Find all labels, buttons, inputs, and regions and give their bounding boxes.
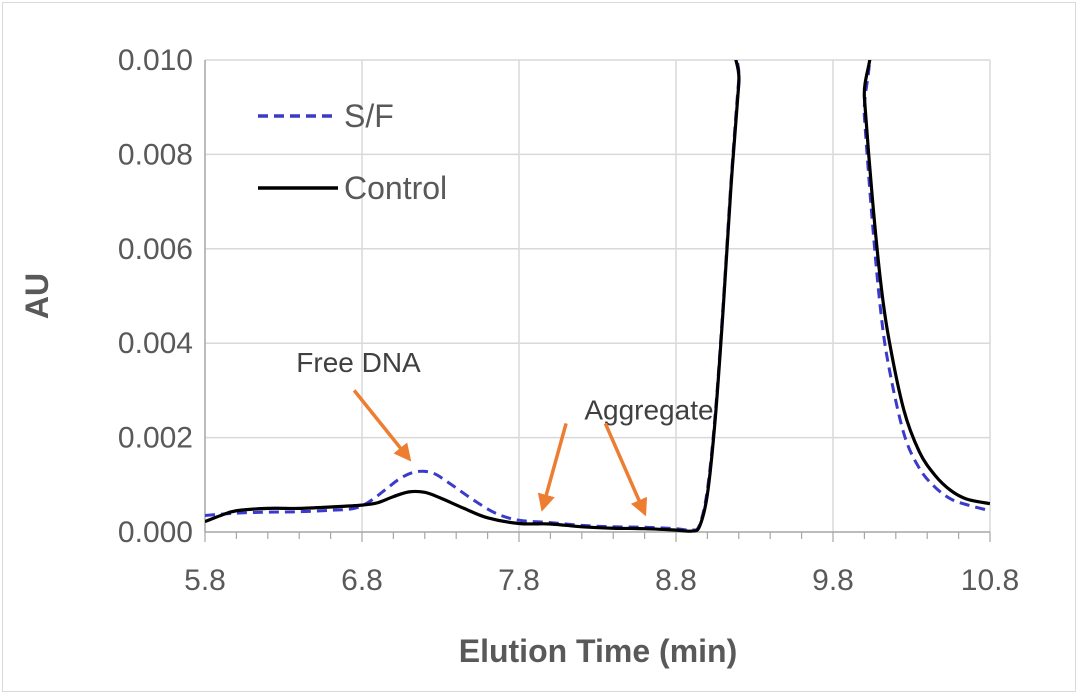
series-lines [205,60,990,533]
x-tick-label: 5.8 [184,564,226,597]
x-axis-title: Elution Time (min) [459,633,738,669]
x-tick-label: 10.8 [961,564,1019,597]
legend-label-control: Control [344,170,447,206]
y-axis-title: AU [19,273,55,319]
x-tick-label: 7.8 [498,564,540,597]
annotation-label: Free DNA [296,347,421,378]
gridlines [205,59,991,532]
annotations: Free DNA Aggregate [296,347,714,517]
y-tick-label: 0.000 [118,516,193,549]
y-tick-label: 0.004 [118,327,193,360]
annotation-arrow [352,389,412,462]
legend: S/F Control [258,98,447,206]
axes [204,60,991,542]
y-tick-label: 0.008 [118,138,193,171]
series-line-control [205,60,990,533]
annotation-arrow [603,422,648,517]
y-tick-label: 0.002 [118,422,193,455]
y-tick-label: 0.010 [118,44,193,77]
annotation-label: Aggregate [584,394,713,425]
legend-label-sf: S/F [344,98,394,134]
tick-labels: 0.000 0.002 0.004 0.006 0.008 0.010 5.8 6.8 7.8 8… [118,44,1019,597]
x-tick-label: 8.8 [655,564,697,597]
y-tick-label: 0.006 [118,233,193,266]
annotation-arrow [537,422,568,512]
x-tick-label: 9.8 [812,564,854,597]
x-tick-label: 6.8 [341,564,383,597]
series-line-sf [205,60,990,532]
